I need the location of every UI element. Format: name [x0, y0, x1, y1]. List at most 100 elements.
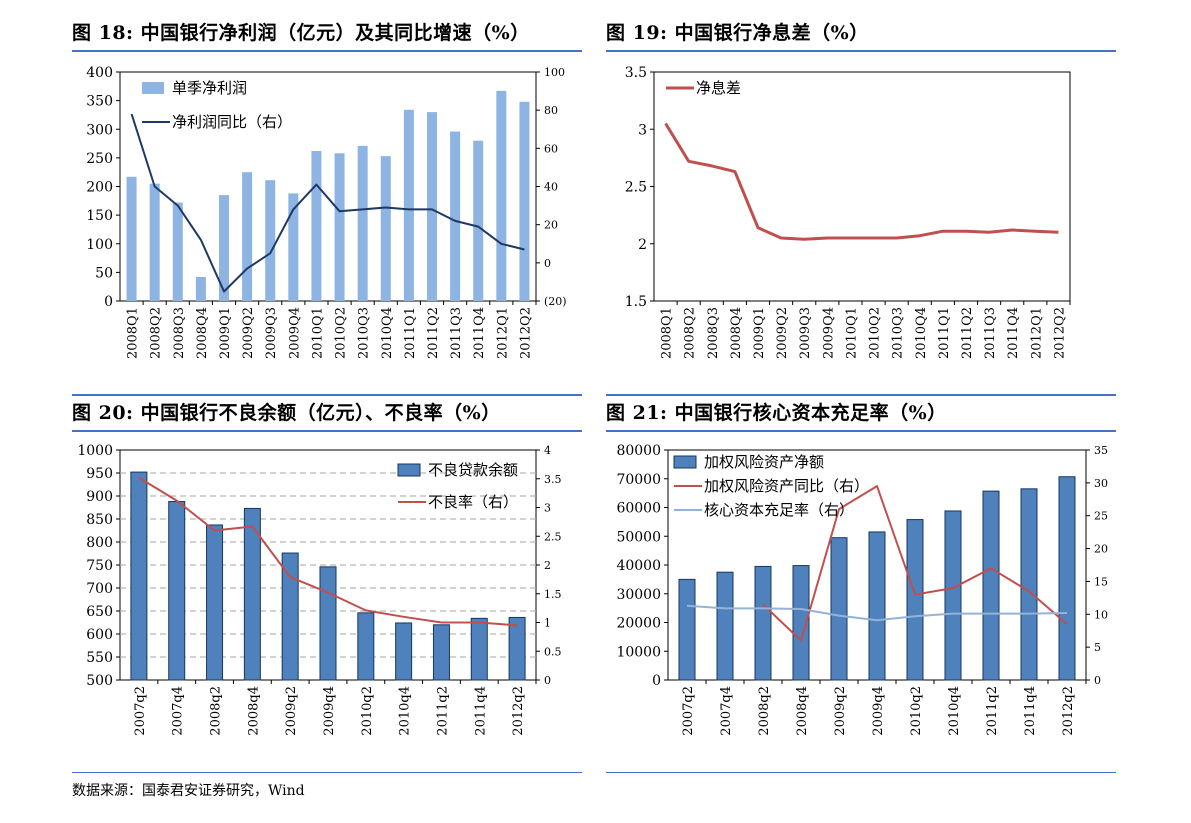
bar	[195, 276, 206, 301]
chart-panel-fig20: 图 20: 中国银行不良余额（亿元）、不良率（%） 500 550 600 650 70…	[72, 394, 582, 764]
right-tick-label: 60	[544, 142, 558, 155]
left-tick-label: 400	[86, 65, 113, 81]
left-tick-label: 80000	[616, 443, 661, 459]
x-tick-label: 2009Q3	[264, 307, 279, 359]
title-rule	[72, 430, 582, 432]
x-tick-label: 2010q4	[947, 686, 962, 736]
bar	[243, 507, 261, 681]
x-tick-label: 2012q2	[511, 686, 526, 736]
right-tick-label: 1	[544, 617, 551, 630]
left-tick-label: 700	[86, 581, 113, 597]
footer-rule	[72, 772, 582, 773]
bar	[395, 622, 413, 681]
left-tick-label: 550	[86, 650, 113, 666]
right-tick-label: 35	[1094, 444, 1108, 457]
x-tick-label: 2008q2	[757, 686, 772, 736]
chart-svg: 1.5 2 2.5 3 3.5 2008Q1 2008Q2 2008Q3 2008Q4 2009Q…	[625, 65, 1071, 359]
left-tick-label: 2.5	[625, 180, 647, 196]
x-tick-label: 2009Q4	[821, 307, 836, 359]
x-tick-label: 2010Q3	[891, 307, 906, 359]
bar	[265, 180, 276, 301]
bar	[432, 624, 450, 681]
x-tick-label: 2011Q1	[403, 307, 418, 359]
left-tick-label: 800	[86, 535, 113, 551]
x-tick-label: 2009Q2	[775, 307, 790, 359]
x-tick-label: 2008Q4	[729, 307, 744, 359]
left-tick-label: 2	[638, 237, 647, 253]
bar	[168, 501, 186, 681]
chart-panel-fig19: 图 19: 中国银行净息差（%） 1.5 2 2.5 3 3.5 2008Q1 2008Q2…	[606, 16, 1116, 376]
bar	[754, 565, 772, 681]
bar	[427, 112, 437, 301]
bar	[716, 571, 734, 681]
bar	[508, 616, 526, 681]
x-tick-label: 2011Q2	[426, 307, 441, 359]
legend-label: 不良率（右）	[428, 493, 518, 511]
left-tick-label: 60000	[616, 501, 661, 517]
x-tick-label: 2010Q4	[380, 307, 395, 359]
right-tick-label: 2	[544, 559, 551, 572]
bar	[1058, 476, 1076, 681]
x-tick-label: 2008Q4	[195, 307, 210, 359]
title-rule	[606, 50, 1116, 52]
right-tick-label: 10	[1094, 608, 1108, 621]
x-tick-label: 2007q4	[171, 686, 186, 736]
right-tick-label: 30	[1094, 477, 1108, 490]
x-tick-label: 2008q4	[795, 686, 810, 736]
legend-label: 净利润同比（右）	[172, 113, 292, 131]
legend-swatch	[397, 463, 421, 477]
chart-panel-fig21: 图 21: 中国银行核心资本充足率（%） 0 10000 20000 30000 400…	[606, 394, 1116, 764]
bar	[380, 156, 391, 301]
left-tick-label: 40000	[616, 558, 661, 574]
bar	[172, 202, 183, 301]
left-tick-label: 10000	[616, 644, 661, 660]
bar	[519, 101, 530, 301]
x-tick-label: 2011Q4	[1006, 307, 1021, 359]
x-tick-label: 2011Q3	[449, 307, 464, 359]
x-tick-label: 2008Q1	[126, 307, 141, 359]
left-tick-label: 200	[86, 180, 113, 196]
left-tick-label: 150	[86, 208, 113, 224]
x-tick-label: 2009Q2	[241, 307, 256, 359]
x-tick-label: 2011q2	[435, 686, 450, 736]
right-tick-label: 3.5	[544, 473, 562, 486]
x-tick-label: 2008Q1	[660, 307, 675, 359]
chart-svg: 0 50 100 150 200 250 300 350 400 (20) 0 20 40 60 80 100…	[86, 65, 566, 359]
bar	[357, 145, 368, 301]
series-line	[762, 485, 1068, 642]
x-tick-label: 2010Q2	[334, 307, 349, 359]
x-tick-label: 2012Q2	[1052, 307, 1067, 359]
chart-panel-fig18: 图 18: 中国银行净利润（亿元）及其同比增速（%） 0 50 100 150 200 2…	[72, 16, 582, 376]
bar	[334, 153, 345, 301]
bar	[868, 531, 886, 681]
right-tick-label: 15	[1094, 575, 1108, 588]
left-tick-label: 250	[86, 151, 113, 167]
left-tick-label: 1000	[77, 443, 113, 459]
x-tick-label: 2011q4	[473, 686, 488, 736]
x-tick-label: 2008q4	[246, 686, 261, 736]
x-tick-label: 2012Q1	[495, 307, 510, 359]
bar	[319, 566, 337, 681]
left-tick-label: 0	[104, 294, 113, 310]
left-tick-label: 3.5	[625, 65, 647, 81]
bar	[1020, 488, 1038, 681]
legend-label: 单季净利润	[172, 79, 247, 97]
right-tick-label: 25	[1094, 510, 1108, 523]
bar	[357, 612, 375, 681]
x-tick-label: 2007q2	[681, 686, 696, 736]
right-tick-label: 0.5	[544, 645, 562, 658]
title-rule-top	[606, 394, 1116, 396]
x-tick-label: 2011Q3	[983, 307, 998, 359]
chart-title: 图 20: 中国银行不良余额（亿元）、不良率（%）	[72, 402, 501, 424]
left-tick-label: 350	[86, 94, 113, 110]
plot-frame	[653, 71, 1071, 302]
left-tick-label: 850	[86, 512, 113, 528]
bar	[403, 109, 414, 301]
right-tick-label: 40	[544, 181, 558, 194]
x-tick-label: 2010Q4	[914, 307, 929, 359]
bar	[288, 193, 299, 301]
legend-label: 不良贷款余额	[428, 461, 518, 479]
x-tick-label: 2008Q3	[172, 307, 187, 359]
source-note: 数据来源：国泰君安证券研究，Wind	[72, 783, 305, 799]
series-line	[130, 113, 525, 293]
